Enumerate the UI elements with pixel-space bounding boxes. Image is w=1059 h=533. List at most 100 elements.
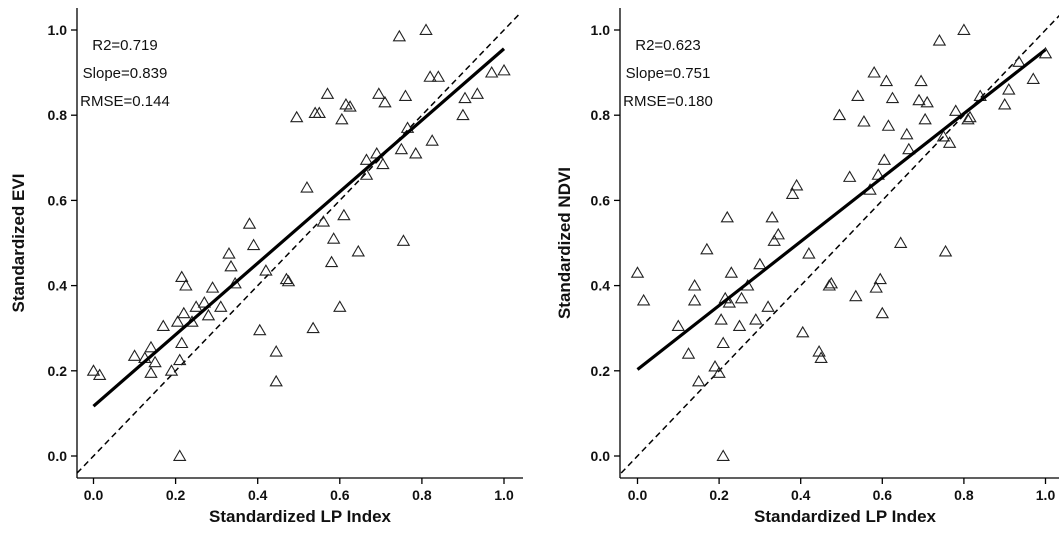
y-tick-label: 1.0 <box>591 22 611 38</box>
data-point <box>326 232 341 244</box>
data-point <box>170 315 185 327</box>
data-point <box>822 279 836 291</box>
data-point <box>885 91 900 104</box>
stat-rmse: RMSE=0.144 <box>80 93 170 110</box>
data-point <box>636 293 651 306</box>
data-point <box>320 87 335 99</box>
x-tick-label: 0.6 <box>873 487 893 503</box>
x-axis-label: Standardized LP Index <box>754 507 937 526</box>
data-point <box>214 300 228 312</box>
data-point <box>156 319 171 332</box>
data-point <box>431 70 446 82</box>
data-point <box>732 319 747 332</box>
data-point <box>881 119 896 131</box>
data-point <box>873 272 887 285</box>
data-point <box>691 374 706 387</box>
data-point <box>932 34 947 46</box>
data-point <box>259 264 273 276</box>
ticks: 0.0 0.2 0.4 0.6 0.8 1.0 0.0 0.2 0.4 0.6 0.8 1.0 <box>48 22 514 503</box>
fit-line <box>636 48 1047 371</box>
data-point <box>179 279 193 291</box>
data-point <box>687 279 702 291</box>
data-point <box>902 142 916 155</box>
data-point <box>914 74 928 87</box>
data-point <box>189 300 203 312</box>
data-point <box>144 340 158 353</box>
data-point <box>351 244 366 257</box>
data-point <box>671 319 686 332</box>
data-point <box>869 281 883 293</box>
x-tick-label: 0.4 <box>248 487 268 503</box>
data-point <box>761 300 775 312</box>
y-tick-label: 0.8 <box>591 107 611 123</box>
data-point <box>458 91 472 104</box>
data-point <box>716 449 730 461</box>
data-point <box>749 313 763 325</box>
data-point <box>144 366 158 378</box>
data-point <box>333 300 347 312</box>
data-point <box>720 210 734 223</box>
data-point <box>708 359 722 372</box>
x-tick-label: 0.6 <box>330 487 350 503</box>
data-point <box>949 104 963 116</box>
ticks: 0.0 0.2 0.4 0.6 0.8 1.0 0.0 0.2 0.4 0.6 0.8 1.0 <box>591 22 1056 503</box>
data-point <box>765 210 779 223</box>
data-point <box>398 89 413 101</box>
data-point <box>920 95 934 108</box>
stats-box: R2=0.719 Slope=0.839 RMSE=0.144 <box>80 37 170 110</box>
reference-line-group <box>77 12 521 474</box>
data-point <box>722 296 737 308</box>
x-tick-label: 1.0 <box>494 487 514 503</box>
data-point <box>734 291 749 304</box>
chart-evi: 0.0 0.2 0.4 0.6 0.8 1.0 0.0 0.2 0.4 0.6 0.8 1.0 R2=… <box>9 8 523 526</box>
data-point <box>714 313 728 325</box>
data-point <box>767 234 781 246</box>
data-point <box>753 257 767 270</box>
data-point <box>938 244 953 257</box>
data-point <box>814 351 828 363</box>
data-point <box>824 276 839 289</box>
chart-ndvi: 0.0 0.2 0.4 0.6 0.8 1.0 0.0 0.2 0.4 0.6 0.8 1.0 R2=… <box>555 8 1059 526</box>
data-point <box>228 276 242 289</box>
reference-line <box>620 14 1059 474</box>
data-point <box>378 95 392 108</box>
data-point <box>918 112 932 125</box>
data-point <box>802 247 816 259</box>
data-point <box>253 323 267 336</box>
data-point <box>376 157 390 170</box>
data-point <box>470 87 485 99</box>
data-point <box>316 215 331 227</box>
y-tick-label: 0.6 <box>591 192 611 208</box>
data-point <box>497 63 511 76</box>
x-tick-label: 1.0 <box>1036 487 1056 503</box>
data-point <box>279 272 294 285</box>
data-point <box>1026 72 1040 84</box>
data-point <box>851 89 865 101</box>
stat-rmse: RMSE=0.180 <box>623 93 713 110</box>
data-point <box>789 178 804 191</box>
data-point <box>832 108 847 121</box>
data-point <box>359 168 374 180</box>
data-point <box>893 236 908 248</box>
x-tick-label: 0.2 <box>709 487 729 503</box>
x-tick-label: 0.0 <box>628 487 648 503</box>
data-point <box>687 293 702 306</box>
data-point <box>857 114 871 127</box>
data-point <box>456 108 470 121</box>
data-point <box>269 374 283 387</box>
data-point <box>796 325 810 338</box>
data-point <box>335 112 349 125</box>
data-point <box>337 208 351 221</box>
data-point <box>875 306 890 319</box>
data-point <box>394 142 409 155</box>
data-point <box>419 23 433 35</box>
data-point <box>92 368 107 381</box>
data-point <box>963 110 977 123</box>
data-point <box>867 66 881 78</box>
data-point <box>246 238 261 251</box>
data-point <box>324 255 339 268</box>
data-point <box>222 247 236 259</box>
data-point <box>148 355 162 368</box>
data-point <box>300 181 314 193</box>
data-point <box>425 134 439 146</box>
